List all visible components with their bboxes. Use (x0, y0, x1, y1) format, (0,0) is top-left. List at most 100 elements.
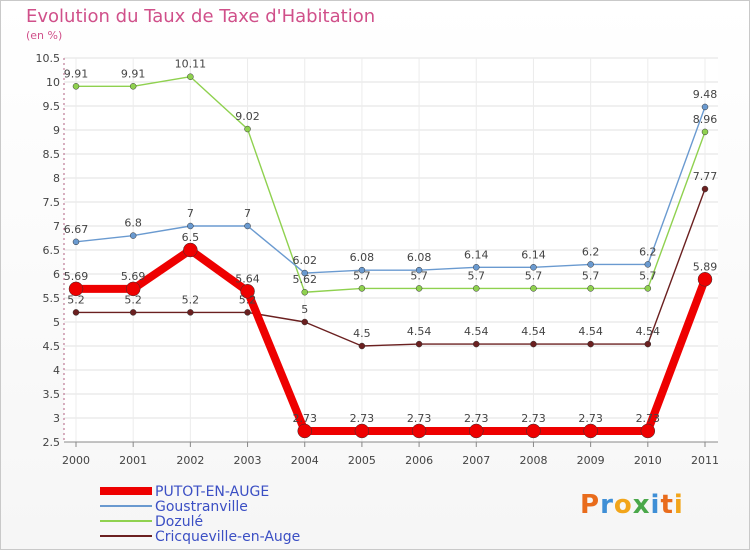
y-tick-label: 3 (53, 412, 60, 425)
data-label-goustranville: 6.2 (582, 245, 600, 258)
data-point-cricqueville-en-auge (415, 340, 423, 348)
data-point-putot-en-auge (125, 281, 141, 297)
series-line-goustranville (75, 106, 706, 274)
logo-letter: t (660, 490, 674, 520)
data-point-putot-en-auge (697, 272, 713, 287)
data-point-dozul- (301, 288, 308, 296)
data-point-putot-en-auge (469, 423, 484, 439)
data-point-dozul- (701, 128, 709, 136)
x-tick-label: 2002 (176, 454, 204, 467)
data-label-cricqueville-en-auge: 7.77 (693, 170, 718, 183)
x-tick-label: 2006 (405, 454, 433, 467)
data-point-goustranville (244, 222, 251, 230)
data-point-dozul- (72, 83, 80, 90)
data-label-goustranville: 6.08 (407, 251, 432, 264)
data-label-cricqueville-en-auge: 5.2 (124, 293, 142, 306)
proxiti-logo: Proxiti (580, 490, 684, 520)
data-label-cricqueville-en-auge: 4.5 (353, 327, 371, 340)
data-point-putot-en-auge (354, 423, 370, 439)
data-label-dozul-: 9.91 (64, 67, 89, 80)
data-label-cricqueville-en-auge: 5.2 (239, 293, 257, 306)
data-point-dozul- (415, 285, 423, 292)
data-label-putot-en-auge: 2.73 (636, 412, 661, 425)
y-tick-label: 5 (53, 316, 60, 329)
y-tick-label: 4.5 (43, 340, 61, 353)
chart-title: Evolution du Taux de Taxe d'Habitation (26, 6, 376, 27)
chart-subtitle: (en %) (26, 29, 63, 42)
y-tick-label: 5.5 (43, 292, 61, 305)
legend-label: Goustranville (155, 499, 248, 515)
y-tick-label: 7 (53, 220, 60, 233)
data-label-putot-en-auge: 5.69 (64, 270, 89, 283)
data-label-putot-en-auge: 2.73 (350, 412, 375, 425)
data-label-dozul-: 9.02 (235, 110, 260, 123)
data-label-putot-en-auge: 2.73 (407, 412, 432, 425)
data-point-goustranville (72, 238, 80, 246)
data-point-putot-en-auge (411, 423, 427, 439)
data-point-goustranville (701, 103, 709, 111)
x-tick-label: 2004 (291, 454, 319, 467)
data-label-cricqueville-en-auge: 4.54 (578, 325, 603, 338)
data-label-putot-en-auge: 2.73 (578, 412, 603, 425)
data-point-dozul- (473, 285, 480, 292)
x-tick-label: 2009 (577, 454, 605, 467)
data-point-dozul- (587, 285, 594, 292)
data-point-goustranville (187, 222, 194, 230)
data-label-goustranville: 6.14 (521, 248, 546, 261)
x-tick-label: 2005 (348, 454, 376, 467)
data-label-dozul-: 5.62 (292, 273, 317, 286)
data-label-goustranville: 6.02 (292, 254, 317, 267)
data-label-putot-en-auge: 5.69 (121, 270, 146, 283)
data-point-cricqueville-en-auge (530, 340, 537, 348)
data-label-cricqueville-en-auge: 4.54 (407, 325, 432, 338)
x-tick-label: 2010 (634, 454, 662, 467)
data-label-goustranville: 6.14 (464, 248, 489, 261)
data-point-putot-en-auge (526, 423, 541, 439)
data-label-cricqueville-en-auge: 4.54 (636, 325, 661, 338)
x-tick-label: 2001 (119, 454, 147, 467)
data-label-dozul-: 5.7 (582, 269, 600, 282)
data-label-dozul-: 5.7 (639, 269, 657, 282)
data-label-dozul-: 10.11 (175, 58, 207, 71)
y-tick-label: 8.5 (43, 148, 61, 161)
x-tick-label: 2007 (462, 454, 490, 467)
data-label-cricqueville-en-auge: 4.54 (521, 325, 546, 338)
data-label-putot-en-auge: 6.5 (182, 231, 200, 244)
data-label-goustranville: 6.8 (124, 217, 142, 230)
data-point-putot-en-auge (240, 284, 255, 299)
data-point-cricqueville-en-auge (587, 340, 594, 348)
logo-letter: x (632, 490, 651, 520)
data-point-cricqueville-en-auge (358, 342, 366, 350)
data-point-cricqueville-en-auge (72, 309, 80, 316)
y-tick-label: 7.5 (43, 196, 61, 209)
data-label-dozul-: 5.7 (468, 269, 486, 282)
data-point-goustranville (129, 232, 137, 239)
y-tick-label: 9.5 (43, 100, 61, 113)
data-label-putot-en-auge: 5.89 (693, 260, 718, 273)
y-tick-label: 9 (53, 124, 60, 137)
logo-letter: o (613, 490, 633, 520)
x-tick-label: 2008 (519, 454, 547, 467)
data-point-putot-en-auge (583, 423, 598, 439)
y-tick-label: 6.5 (43, 244, 61, 257)
data-point-goustranville (587, 261, 594, 268)
x-tick-label: 2011 (691, 454, 719, 467)
data-label-putot-en-auge: 5.64 (235, 272, 260, 285)
legend-label: Cricqueville-en-Auge (155, 529, 300, 545)
legend-label: PUTOT-EN-AUGE (155, 484, 269, 500)
data-point-dozul- (358, 285, 366, 292)
data-point-dozul- (244, 125, 251, 133)
data-label-dozul-: 5.7 (353, 269, 371, 282)
logo-letter: r (600, 490, 614, 520)
data-label-goustranville: 7 (187, 207, 194, 220)
series-line-cricqueville-en-auge (76, 188, 706, 347)
x-tick-label: 2003 (234, 454, 262, 467)
data-point-goustranville (415, 266, 423, 274)
data-label-goustranville: 9.48 (693, 88, 718, 101)
data-point-goustranville (644, 261, 652, 268)
y-tick-label: 10 (46, 76, 60, 89)
logo-letter: P (580, 490, 601, 520)
data-point-cricqueville-en-auge (301, 318, 308, 326)
data-point-goustranville (301, 269, 308, 277)
legend-label: Dozulé (155, 514, 203, 530)
